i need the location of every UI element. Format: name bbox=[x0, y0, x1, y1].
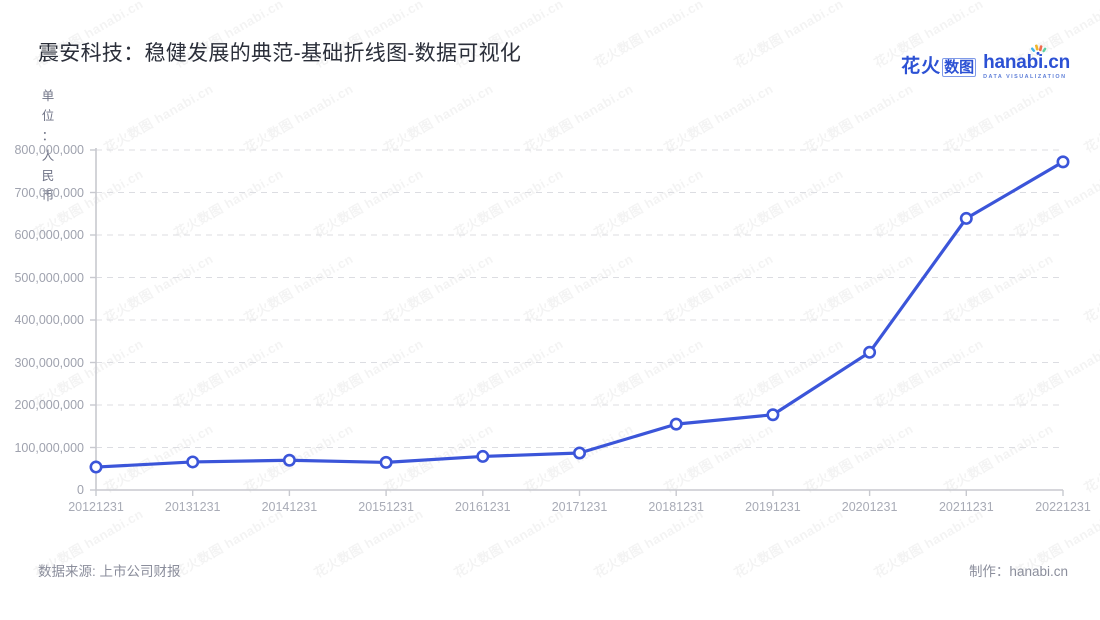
brand-tagline: DATA VISUALIZATION bbox=[983, 74, 1067, 81]
y-axis-unit-label: 单位 ： 人民币 bbox=[38, 86, 58, 206]
brand-char-2: 火 bbox=[921, 56, 941, 77]
y-axis-tick-label: 0 bbox=[77, 483, 84, 497]
data-point-marker[interactable] bbox=[863, 345, 877, 359]
y-axis-tick-label: 400,000,000 bbox=[14, 313, 84, 327]
y-axis-unit-char: 位 bbox=[41, 109, 55, 123]
y-axis-tick-label: 200,000,000 bbox=[14, 398, 84, 412]
y-axis-unit-char: 单 bbox=[41, 89, 55, 103]
x-axis-tick-label: 20211231 bbox=[938, 500, 994, 514]
x-axis-tick-label: 20201231 bbox=[841, 500, 898, 514]
y-axis-tick-label: 100,000,000 bbox=[14, 440, 84, 455]
brand-name: hanabi.cn bbox=[983, 52, 1070, 74]
data-point-marker[interactable] bbox=[476, 449, 490, 463]
data-point-marker[interactable] bbox=[186, 455, 200, 469]
y-axis-tick-label: 600,000,000 bbox=[14, 228, 84, 242]
data-point-marker[interactable] bbox=[282, 453, 296, 467]
x-axis-tick-label: 20141231 bbox=[261, 500, 318, 514]
y-axis-unit-char: 人 bbox=[41, 149, 55, 163]
y-axis-tick-label: 800,000,000 bbox=[14, 143, 84, 157]
x-axis-tick-label: 20191231 bbox=[745, 500, 801, 514]
data-point-marker[interactable] bbox=[89, 460, 103, 474]
y-axis-unit-char: 币 bbox=[41, 189, 55, 203]
x-axis-tick-label: 20181231 bbox=[648, 500, 704, 514]
x-axis-tick-label: 20221231 bbox=[1035, 500, 1091, 514]
brand-logo: 花 火 数图 hanabi.cn DATA VISUALIZATION bbox=[901, 44, 1070, 82]
x-axis-tick-label: 20171231 bbox=[551, 500, 608, 514]
y-axis-unit-char: 民 bbox=[41, 169, 55, 183]
data-point-marker[interactable] bbox=[1056, 155, 1070, 169]
y-axis-tick-label: 300,000,000 bbox=[14, 355, 84, 370]
brand-logo-latin: hanabi.cn DATA VISUALIZATION bbox=[983, 44, 1070, 81]
firework-sparkle-icon bbox=[1031, 44, 1047, 56]
credit-note: 制作：hanabi.cn bbox=[968, 564, 1068, 579]
x-axis-tick-label: 20121231 bbox=[68, 500, 124, 514]
data-point-marker[interactable] bbox=[379, 455, 393, 469]
data-point-marker[interactable] bbox=[669, 417, 683, 431]
brand-boxed-label: 数图 bbox=[942, 57, 977, 77]
y-axis-tick-label: 500,000,000 bbox=[14, 270, 84, 285]
data-point-marker[interactable] bbox=[959, 211, 973, 225]
y-axis-tick-label: 700,000,000 bbox=[14, 185, 84, 200]
series-line bbox=[94, 160, 1065, 469]
x-axis-tick-label: 20161231 bbox=[454, 500, 511, 514]
data-source-note: 数据来源: 上市公司财报 bbox=[38, 564, 181, 579]
data-point-marker[interactable] bbox=[766, 408, 780, 422]
page-title: 震安科技：稳健发展的典范-基础折线图-数据可视化 bbox=[38, 42, 522, 65]
x-axis-tick-label: 20131231 bbox=[164, 500, 221, 514]
brand-logo-chinese: 花 火 数图 bbox=[901, 56, 977, 77]
data-point-marker[interactable] bbox=[572, 446, 586, 460]
x-axis-tick-label: 20151231 bbox=[358, 500, 414, 514]
brand-char-1: 花 bbox=[901, 56, 921, 77]
y-axis-unit-char: ： bbox=[41, 129, 55, 143]
